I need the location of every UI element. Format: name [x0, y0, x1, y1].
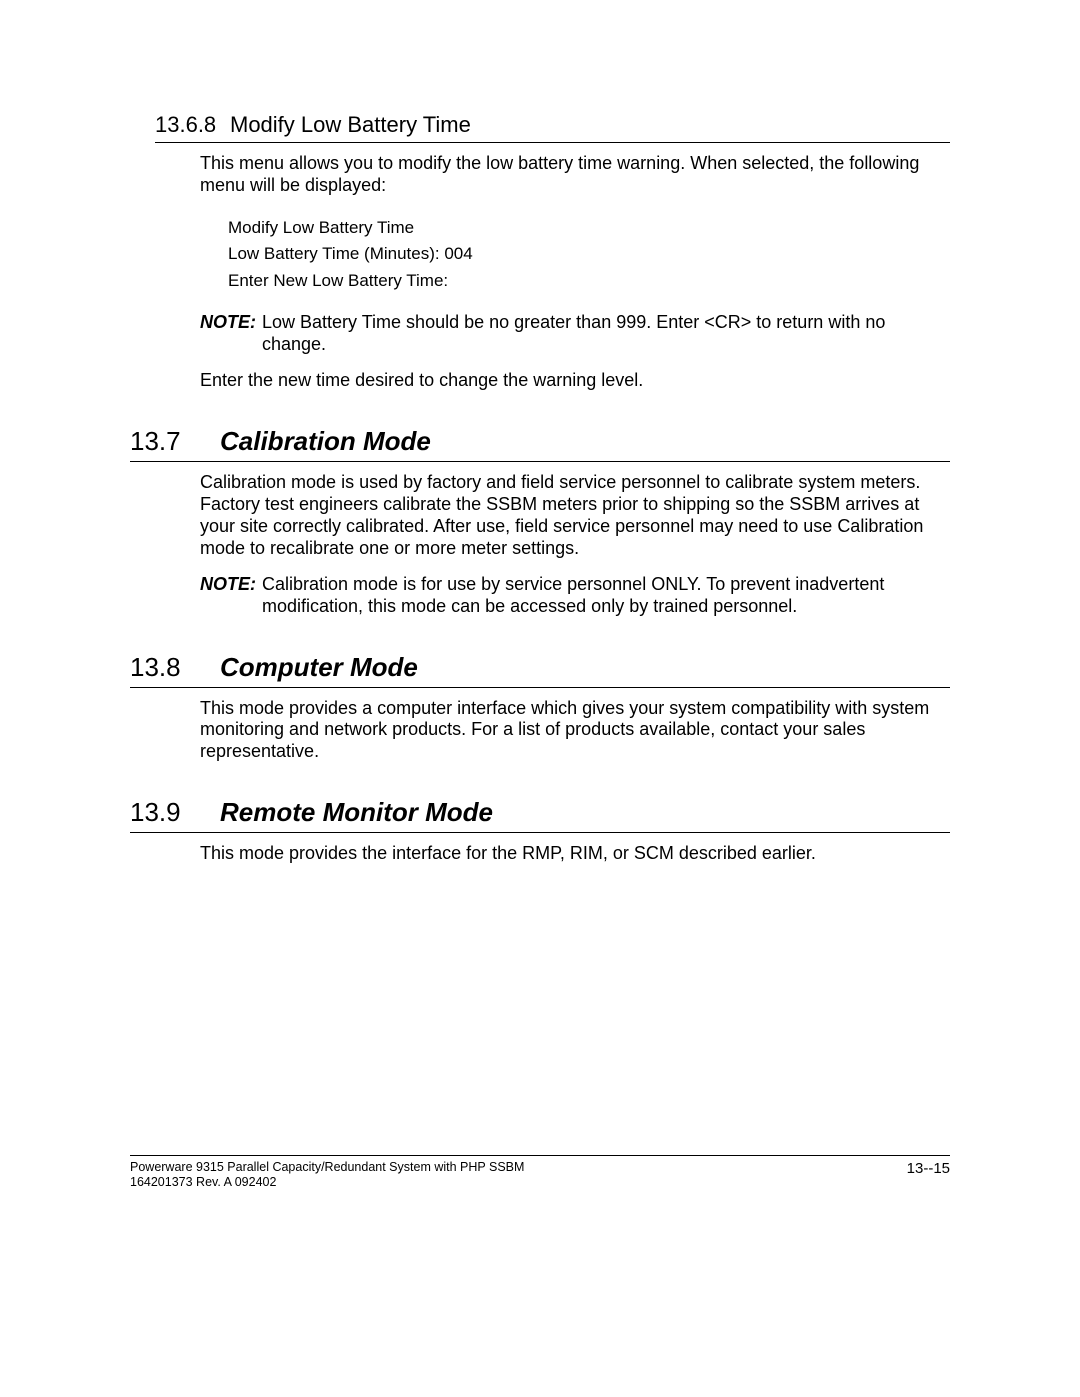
menu-display: Modify Low Battery Time Low Battery Time…: [228, 215, 940, 294]
page-footer: Powerware 9315 Parallel Capacity/Redunda…: [130, 1155, 950, 1191]
section-number: 13.7: [130, 426, 220, 457]
note-block: NOTE: Low Battery Time should be no grea…: [200, 312, 940, 356]
note-label: NOTE:: [200, 312, 262, 356]
section-number: 13.8: [130, 652, 220, 683]
body-137: Calibration mode is used by factory and …: [200, 472, 940, 618]
section-heading-138: 13.8 Computer Mode: [130, 652, 950, 688]
body-138: This mode provides a computer interface …: [200, 698, 940, 764]
section-title: Computer Mode: [220, 652, 418, 683]
note-block: NOTE: Calibration mode is for use by ser…: [200, 574, 940, 618]
note-label: NOTE:: [200, 574, 262, 618]
menu-line: Modify Low Battery Time: [228, 215, 940, 241]
note-body: Low Battery Time should be no greater th…: [262, 312, 940, 356]
menu-line: Low Battery Time (Minutes): 004: [228, 241, 940, 267]
page-container: 13.6.8 Modify Low Battery Time This menu…: [0, 0, 1080, 1397]
note-body: Calibration mode is for use by service p…: [262, 574, 940, 618]
subsection-title: Modify Low Battery Time: [230, 112, 471, 138]
intro-para: This menu allows you to modify the low b…: [200, 153, 940, 197]
section-title: Remote Monitor Mode: [220, 797, 493, 828]
footer-doc-title: Powerware 9315 Parallel Capacity/Redunda…: [130, 1160, 524, 1176]
section-heading-139: 13.9 Remote Monitor Mode: [130, 797, 950, 833]
subsection-number: 13.6.8: [155, 112, 230, 138]
footer-doc-meta: 164201373 Rev. A 092402: [130, 1175, 524, 1191]
para: Calibration mode is used by factory and …: [200, 472, 940, 560]
body-1368: This menu allows you to modify the low b…: [200, 153, 940, 392]
section-number: 13.9: [130, 797, 220, 828]
para: This mode provides a computer interface …: [200, 698, 940, 764]
subsection-heading-1368: 13.6.8 Modify Low Battery Time: [155, 112, 950, 143]
menu-line: Enter New Low Battery Time:: [228, 268, 940, 294]
page-number: 13--15: [907, 1160, 950, 1177]
para: This mode provides the interface for the…: [200, 843, 940, 865]
body-139: This mode provides the interface for the…: [200, 843, 940, 865]
section-title: Calibration Mode: [220, 426, 431, 457]
section-heading-137: 13.7 Calibration Mode: [130, 426, 950, 462]
footer-left: Powerware 9315 Parallel Capacity/Redunda…: [130, 1160, 524, 1191]
closing-para: Enter the new time desired to change the…: [200, 370, 940, 392]
